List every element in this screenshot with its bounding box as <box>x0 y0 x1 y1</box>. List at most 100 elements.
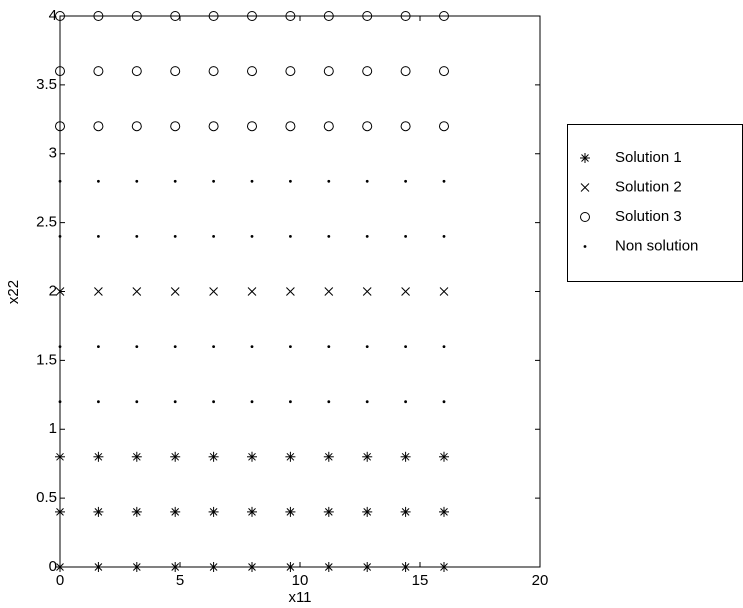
marker-shape <box>58 345 62 348</box>
marker-shape <box>131 121 142 132</box>
marker <box>209 287 218 296</box>
marker-stroke <box>439 287 449 296</box>
marker <box>324 287 334 296</box>
y-tick-label: 3 <box>49 145 57 162</box>
marker <box>365 400 369 404</box>
marker <box>55 287 65 296</box>
x-tick-label: 0 <box>56 572 64 589</box>
marker <box>404 235 407 238</box>
marker <box>93 11 104 21</box>
marker-shape <box>212 235 216 238</box>
marker-stroke <box>132 452 141 461</box>
marker-shape <box>170 66 181 77</box>
marker-stroke <box>209 287 218 296</box>
marker <box>250 235 254 238</box>
marker-shape <box>404 345 407 348</box>
marker-shape <box>97 179 100 183</box>
marker-shape <box>58 179 62 183</box>
marker-shape <box>400 11 411 21</box>
marker <box>97 235 100 238</box>
y-axis-label: x22 <box>5 280 22 304</box>
marker <box>442 235 446 238</box>
marker <box>289 345 292 348</box>
marker <box>400 121 411 132</box>
x-tick-label: 5 <box>176 572 184 589</box>
marker-stroke <box>171 563 180 571</box>
marker-shape <box>247 11 257 21</box>
marker-shape <box>365 345 369 348</box>
marker-shape <box>93 66 104 77</box>
marker <box>212 235 216 238</box>
marker <box>97 400 100 404</box>
marker <box>401 287 410 296</box>
marker <box>247 287 257 296</box>
marker <box>323 451 334 462</box>
marker-stroke <box>171 452 180 461</box>
marker <box>55 121 65 132</box>
marker-shape <box>58 400 62 404</box>
marker <box>250 345 254 348</box>
marker <box>208 562 219 572</box>
marker-stroke <box>440 508 448 516</box>
marker <box>289 235 292 238</box>
marker <box>250 400 254 404</box>
marker-shape <box>439 66 449 77</box>
marker-shape <box>212 179 216 183</box>
y-tick-label: 4 <box>49 7 57 24</box>
marker-stroke <box>324 452 333 461</box>
marker <box>131 11 142 21</box>
marker <box>93 562 104 572</box>
marker <box>173 400 177 404</box>
marker-stroke <box>56 508 64 516</box>
marker <box>400 451 411 462</box>
marker-shape <box>208 121 219 132</box>
marker <box>285 121 296 132</box>
marker <box>55 506 65 517</box>
marker-shape <box>250 235 254 238</box>
marker-shape <box>327 345 331 348</box>
legend-label: Solution 1 <box>615 149 682 166</box>
marker <box>404 400 407 404</box>
marker <box>58 235 62 238</box>
marker <box>439 287 449 296</box>
marker-shape <box>289 400 292 404</box>
marker-stroke <box>209 563 218 571</box>
marker-stroke <box>401 563 410 571</box>
legend-label: Solution 2 <box>615 178 682 195</box>
marker <box>208 451 219 462</box>
marker <box>135 235 139 238</box>
marker-stroke <box>132 563 141 571</box>
marker <box>323 121 334 132</box>
marker-stroke <box>209 452 218 461</box>
marker-stroke <box>401 452 410 461</box>
marker <box>289 400 292 404</box>
marker-shape <box>208 11 219 21</box>
marker <box>247 562 257 572</box>
marker <box>362 11 373 21</box>
marker-shape <box>442 400 446 404</box>
marker <box>58 345 62 348</box>
marker <box>132 287 142 296</box>
marker <box>131 451 142 462</box>
marker-stroke <box>248 508 256 516</box>
marker <box>135 345 139 348</box>
marker <box>208 11 219 21</box>
marker <box>97 345 100 348</box>
marker-shape <box>285 11 296 21</box>
marker <box>400 66 411 77</box>
marker <box>208 66 219 77</box>
marker-shape <box>404 235 407 238</box>
marker-shape <box>173 235 177 238</box>
marker-shape <box>247 66 257 77</box>
marker <box>170 562 181 572</box>
marker <box>170 287 180 296</box>
marker-shape <box>131 66 142 77</box>
marker <box>247 451 257 462</box>
marker-stroke <box>132 508 141 516</box>
marker-shape <box>212 400 216 404</box>
plot-frame <box>59 15 541 568</box>
marker-shape <box>97 235 100 238</box>
marker <box>55 11 65 21</box>
marker-shape <box>97 400 100 404</box>
marker-shape <box>55 66 65 77</box>
